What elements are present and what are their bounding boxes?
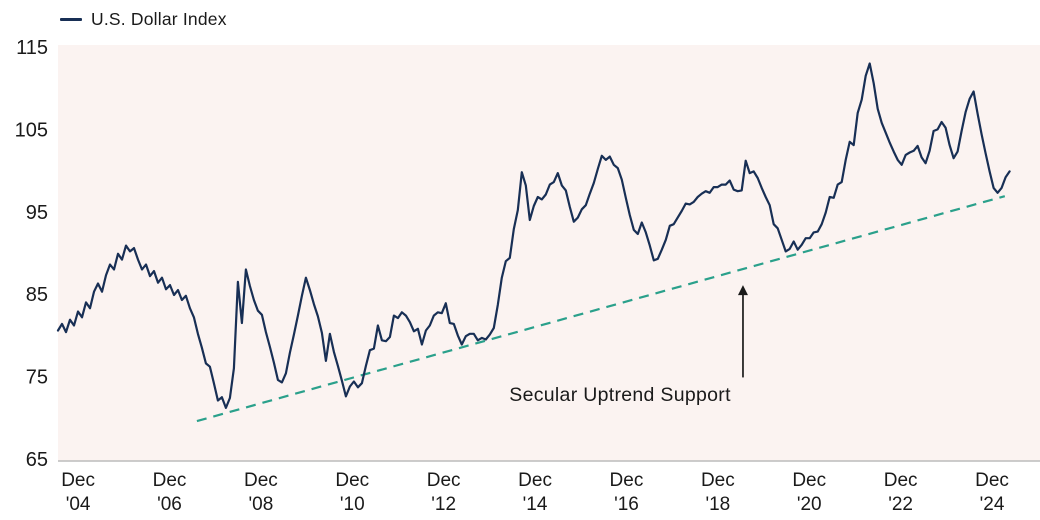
secular-support-trendline (196, 195, 1006, 423)
x-tick-label-month: Dec (701, 470, 735, 491)
x-tick-label-year: '10 (340, 494, 365, 515)
x-tick-label-year: '22 (888, 494, 913, 515)
x-tick-label-year: '08 (249, 494, 274, 515)
x-tick-label-month: Dec (792, 470, 826, 491)
x-tick-label-month: Dec (884, 470, 918, 491)
x-tick-label-year: '12 (431, 494, 456, 515)
x-tick-label-month: Dec (975, 470, 1009, 491)
x-tick-label-month: Dec (61, 470, 95, 491)
legend-label: U.S. Dollar Index (91, 9, 227, 29)
annotation-label: Secular Uptrend Support (509, 384, 731, 406)
x-tick-label-month: Dec (335, 470, 369, 491)
x-tick-label-month: Dec (518, 470, 552, 491)
x-tick-label-month: Dec (153, 470, 187, 491)
x-tick-label-year: '14 (523, 494, 548, 515)
x-tick-label-month: Dec (610, 470, 644, 491)
plot-background (58, 45, 1040, 461)
x-tick-label-year: '16 (614, 494, 639, 515)
x-tick-label-year: '24 (980, 494, 1005, 515)
x-tick-label-year: '20 (797, 494, 822, 515)
x-tick-label-year: '18 (705, 494, 730, 515)
legend: U.S. Dollar Index (60, 9, 227, 30)
y-tick-label: 75 (26, 367, 48, 389)
dollar-index-line (56, 62, 1011, 409)
x-tick-label-month: Dec (244, 470, 278, 491)
legend-line-swatch (60, 18, 82, 21)
y-tick-label: 105 (15, 119, 48, 141)
y-tick-label: 95 (26, 202, 48, 224)
y-tick-label: 85 (26, 284, 48, 306)
y-tick-label: 115 (16, 37, 48, 59)
x-tick-label-year: '04 (66, 494, 91, 515)
x-tick-label-month: Dec (427, 470, 461, 491)
annotation-arrow-head (737, 285, 748, 296)
y-tick-label: 65 (26, 449, 48, 471)
x-tick-label-year: '06 (157, 494, 182, 515)
